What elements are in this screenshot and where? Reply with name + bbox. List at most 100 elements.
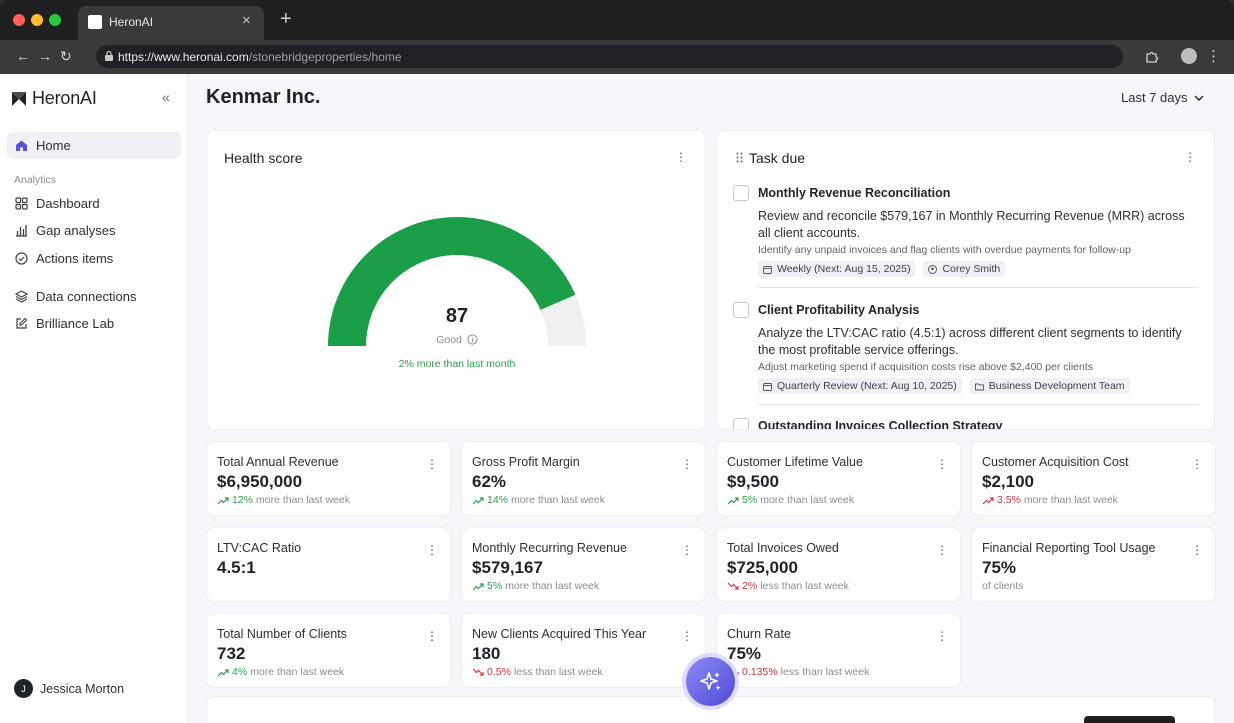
metric-delta-text: more than last week (1023, 494, 1118, 506)
metric-label: Customer Lifetime Value (727, 455, 863, 469)
more-options-icon[interactable]: ⋮ (936, 543, 948, 557)
info-icon[interactable] (467, 334, 478, 345)
browser-tab[interactable]: HeronAI × (78, 6, 264, 40)
sidebar-item-label: Actions items (36, 251, 114, 266)
reload-icon[interactable]: ↻ (60, 48, 72, 64)
more-options-icon[interactable]: ⋮ (1191, 543, 1203, 557)
new-tab-button[interactable]: + (280, 8, 292, 30)
user-circle-icon (928, 264, 938, 274)
task-name: Client Profitability Analysis (758, 303, 920, 317)
extensions-puzzle-icon[interactable] (1145, 49, 1159, 63)
more-options-icon[interactable]: ⋮ (426, 543, 438, 557)
metric-delta: 14% more than last week (472, 494, 605, 506)
task-description: Analyze the LTV:CAC ratio (4.5:1) across… (758, 326, 1182, 357)
task-tags: Weekly (Next: Aug 15, 2025) Corey Smith (758, 261, 1006, 277)
forward-arrow-icon[interactable]: → (38, 48, 52, 64)
back-arrow-icon[interactable]: ← (16, 48, 30, 64)
metric-card-new-clients-acquired-this-year: New Clients Acquired This Year ⋮ 180 0.5% le… (461, 613, 706, 688)
metric-card-total-annual-revenue: Total Annual Revenue ⋮ $6,950,000 12% more t… (206, 441, 451, 516)
ai-assistant-button[interactable] (686, 657, 735, 706)
task-checkbox[interactable] (733, 302, 749, 318)
metric-delta-text: more than last week (760, 494, 855, 506)
metric-delta-percent: 5% (487, 580, 503, 592)
browser-menu-icon[interactable]: ⋮ (1206, 48, 1221, 65)
trending-up-icon (217, 668, 229, 676)
health-score-title: Health score (224, 150, 303, 166)
sidebar-item-actions-items[interactable]: Actions items (7, 245, 181, 272)
brand-name: HeronAI (32, 88, 97, 108)
more-options-icon[interactable]: ⋮ (936, 629, 948, 643)
metric-delta-percent: 0.135% (742, 666, 778, 678)
window-close-button[interactable] (13, 14, 25, 26)
window-zoom-button[interactable] (49, 14, 61, 26)
task-divider (758, 404, 1199, 405)
metric-delta-text: more than last week (505, 580, 600, 592)
sidebar-item-home[interactable]: Home (7, 132, 181, 159)
metric-value: $725,000 (727, 558, 798, 577)
sidebar-item-data-connections[interactable]: Data connections (7, 283, 181, 310)
metric-value: 62% (472, 472, 507, 491)
metric-card-monthly-recurring-revenue: Monthly Recurring Revenue ⋮ $579,167 5% more… (461, 527, 706, 602)
user-profile[interactable]: J Jessica Morton (14, 679, 124, 698)
drag-handle-icon[interactable] (736, 152, 743, 163)
metric-delta: 3.5% more than last week (982, 494, 1118, 506)
more-options-icon[interactable]: ⋮ (426, 629, 438, 643)
address-bar[interactable]: https://www.heronai.com/stonebridgeprope… (96, 45, 1123, 68)
sidebar-item-label: Gap analyses (36, 223, 116, 238)
metric-delta: 0.5% less than last week (472, 666, 603, 678)
page-title: Kenmar Inc. (206, 86, 321, 108)
sidebar-section-label: Analytics (14, 174, 57, 186)
task-assignee: Business Development Team (988, 380, 1125, 392)
task-checkbox[interactable] (733, 418, 749, 429)
metric-value: $9,500 (727, 472, 779, 491)
brand-logo[interactable]: HeronAI (10, 88, 97, 109)
more-options-icon[interactable]: ⋮ (426, 457, 438, 471)
check-circle-icon (15, 252, 28, 265)
more-options-icon[interactable]: ⋮ (681, 457, 693, 471)
more-options-icon[interactable]: ⋮ (1191, 457, 1203, 471)
window-minimize-button[interactable] (31, 14, 43, 26)
metric-delta: of clients (982, 580, 1023, 592)
app-page: HeronAI « Home Analytics Dashboard Gap a… (0, 74, 1234, 723)
health-score-value: 87 (445, 305, 469, 327)
folder-icon (974, 383, 984, 390)
grid-icon (15, 197, 28, 210)
more-options-icon[interactable]: ⋮ (681, 629, 693, 643)
layers-icon (15, 290, 28, 303)
more-options-icon[interactable]: ⋮ (1184, 150, 1196, 164)
date-range-value: Last 7 days (1121, 90, 1188, 105)
metric-delta-percent: 4% (232, 666, 248, 678)
metric-delta-text: more than last week (250, 666, 345, 678)
more-options-icon[interactable]: ⋮ (675, 150, 687, 164)
trending-up-icon (472, 582, 484, 590)
task-schedule: Weekly (Next: Aug 15, 2025) (777, 263, 911, 275)
tab-close-icon[interactable]: × (242, 12, 251, 29)
metric-value: $2,100 (982, 472, 1034, 491)
trending-down-icon (727, 582, 739, 590)
bottom-dark-element (1084, 716, 1175, 723)
metric-label: Churn Rate (727, 627, 791, 641)
metric-delta-text: less than last week (760, 580, 849, 592)
metric-value: 4.5:1 (217, 558, 256, 577)
task-schedule: Quarterly Review (Next: Aug 10, 2025) (777, 380, 957, 392)
more-options-icon[interactable]: ⋮ (681, 543, 693, 557)
url-text: https://www.heronai.com/stonebridgeprope… (118, 50, 402, 64)
lock-icon (105, 51, 113, 61)
sidebar-item-gap-analyses[interactable]: Gap analyses (7, 217, 181, 244)
metric-card-total-number-of-clients: Total Number of Clients ⋮ 732 4% more than l… (206, 613, 451, 688)
metric-value: 75% (982, 558, 1017, 577)
calendar-icon (763, 265, 772, 274)
metric-label: Monthly Recurring Revenue (472, 541, 627, 555)
more-options-icon[interactable]: ⋮ (936, 457, 948, 471)
metric-card-ltv-cac-ratio: LTV:CAC Ratio ⋮ 4.5:1 (206, 527, 451, 602)
task-checkbox[interactable] (733, 185, 749, 201)
sidebar-item-brilliance-lab[interactable]: Brilliance Lab (7, 310, 181, 337)
user-name: Jessica Morton (40, 681, 125, 696)
sidebar-item-dashboard[interactable]: Dashboard (7, 190, 181, 217)
metric-delta-text: less than last week (513, 666, 603, 678)
collapse-sidebar-icon[interactable]: « (162, 89, 170, 105)
metric-card-total-invoices-owed: Total Invoices Owed ⋮ $725,000 2% less than … (716, 527, 961, 602)
trending-up-icon (982, 496, 994, 504)
profile-avatar-icon[interactable] (1181, 48, 1197, 64)
date-range-select[interactable]: Last 7 days (1121, 90, 1204, 105)
